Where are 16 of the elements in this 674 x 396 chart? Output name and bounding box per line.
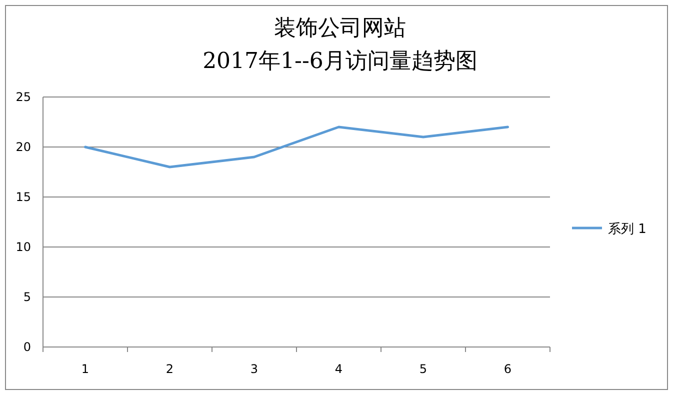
x-tick-label: 4: [334, 362, 343, 376]
chart-subtitle: 2017年1--6月访问量趋势图: [202, 49, 478, 74]
y-tick-label: 20: [16, 140, 31, 154]
x-tick-label: 3: [250, 362, 258, 376]
y-tick-label: 5: [23, 290, 31, 304]
y-tick-label: 25: [16, 90, 31, 104]
chart-title: 装饰公司网站: [274, 16, 406, 41]
legend-label: 系列 1: [608, 222, 646, 237]
x-tick-label: 5: [419, 362, 428, 376]
y-tick-label: 0: [23, 340, 31, 354]
y-tick-label: 10: [16, 240, 31, 254]
x-tick-label: 6: [504, 362, 512, 376]
y-tick-label: 15: [16, 190, 31, 204]
x-tick-label: 1: [81, 362, 90, 376]
x-tick-label: 2: [166, 362, 174, 376]
line-series: [84, 126, 509, 168]
